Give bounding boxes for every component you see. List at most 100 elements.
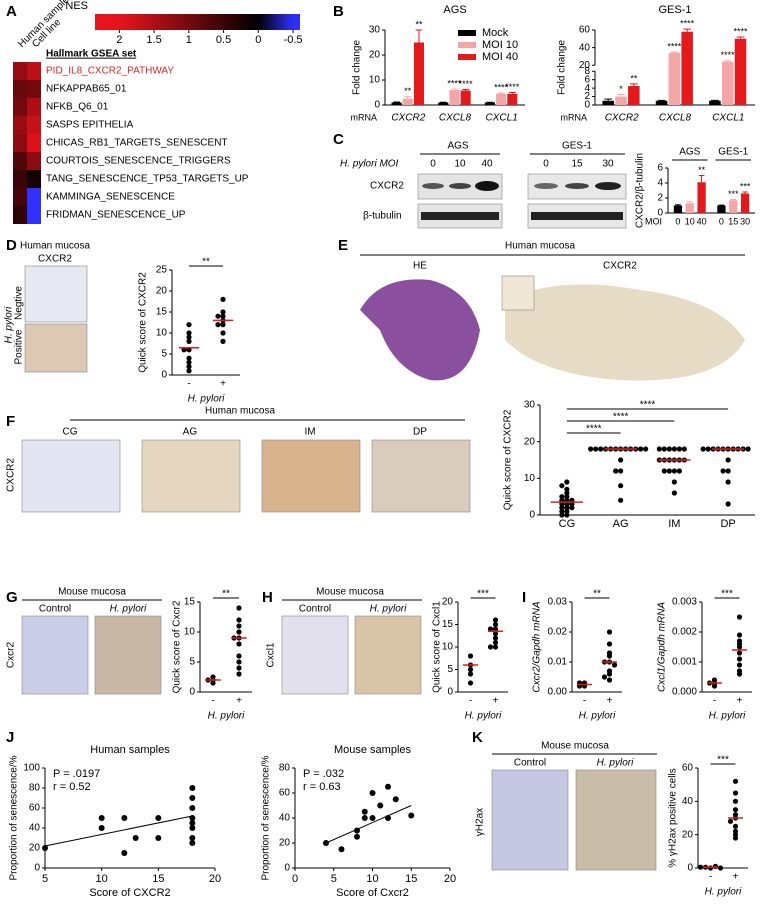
data-point	[593, 446, 599, 452]
data-point	[354, 833, 360, 840]
data-point	[606, 653, 613, 659]
row-label: TANG_SENESCENCE_TP53_TARGETS_UP	[46, 174, 249, 185]
heatmap-cell	[27, 80, 41, 98]
x-tick-label: CXCL1	[712, 113, 744, 124]
fit-line	[325, 805, 412, 844]
data-point	[564, 494, 570, 500]
data-point	[155, 815, 162, 821]
chart-title: AGS	[443, 4, 466, 16]
y-tick-label: 0.00	[548, 687, 568, 698]
data-point	[220, 330, 226, 336]
x-axis-label: H. pylori	[208, 711, 245, 722]
y-tick-label: 20	[29, 843, 41, 854]
data-point	[656, 446, 662, 452]
x-tick-label: CXCL1	[486, 113, 518, 124]
x-tick-label: 20	[444, 873, 456, 885]
ihc-image	[371, 439, 471, 513]
data-point	[559, 508, 565, 514]
row-label: NFKAPPAB65_01	[46, 84, 127, 95]
stain: CXCR2	[603, 261, 637, 272]
chart-title: GES-1	[658, 4, 691, 16]
data-point	[745, 446, 751, 452]
data-point	[186, 338, 192, 344]
y-axis-label: Cxcl1/Gapdh mRNA	[657, 602, 668, 692]
data-point	[189, 820, 196, 826]
data-point	[720, 468, 726, 474]
ihc-image	[94, 615, 162, 695]
bar	[729, 200, 738, 213]
data-point	[564, 508, 570, 514]
stain: CXCR2	[38, 254, 72, 265]
group: DP	[413, 427, 427, 438]
x-tick-label: DP	[720, 518, 735, 530]
row-label: KAMMINGA_SENESCENCE	[46, 192, 175, 203]
panel-letter: K	[472, 729, 483, 746]
band	[534, 183, 558, 189]
group-label: AGS	[679, 147, 700, 158]
lane: 30	[602, 159, 614, 170]
data-point	[186, 330, 192, 336]
y-tick-label: 0.002	[672, 627, 697, 638]
data-point	[588, 446, 594, 452]
x-axis-label: mRNA	[351, 112, 378, 122]
band	[595, 182, 621, 190]
bar	[438, 102, 449, 105]
x-tick-label: CXCR2	[605, 113, 639, 124]
y-tick-label: 0	[189, 687, 195, 698]
data-point	[705, 446, 711, 452]
y-axis-label: Cxcr2/Gapdh mRNA	[532, 601, 543, 692]
data-point	[215, 313, 221, 319]
data-point	[467, 653, 474, 659]
bar	[496, 93, 507, 105]
x-tick-label: +	[607, 696, 613, 707]
data-point	[215, 322, 221, 328]
ihc-image	[24, 265, 88, 323]
ihc-image	[354, 615, 422, 695]
significance: ****	[586, 424, 602, 435]
x-tick-label: -	[211, 696, 214, 707]
heatmap-cell	[13, 62, 27, 80]
data-point	[220, 309, 226, 315]
data-point	[220, 322, 226, 328]
column-label: Human samples	[16, 0, 75, 50]
data-point	[236, 653, 242, 659]
data-point	[467, 680, 474, 686]
colorbar-tick-label: 1	[186, 34, 192, 46]
significance: ***	[477, 589, 489, 600]
heatmap-cell	[13, 80, 27, 98]
panel-f-images: Human mucosa CXCR2 CG AG IM DP	[6, 406, 471, 513]
legend-title: NES	[65, 0, 88, 12]
bar	[697, 182, 706, 213]
x-tick-label: 10	[366, 873, 378, 885]
bar	[507, 93, 518, 105]
lane: 40	[481, 159, 493, 170]
infection: H. pylori	[4, 306, 15, 343]
data-point	[210, 674, 216, 680]
data-point	[236, 665, 242, 671]
x-tick-label: 40	[697, 216, 707, 226]
bar	[460, 90, 471, 105]
row-label: CHICAS_RB1_TARGETS_SENESCENT	[46, 138, 228, 149]
data-point	[707, 865, 714, 871]
heatmap-cell	[27, 152, 41, 170]
y-tick-label: 60	[579, 25, 591, 36]
group: H. pylori	[597, 758, 634, 769]
bar	[668, 52, 681, 105]
bar	[740, 193, 750, 213]
data-point	[666, 446, 672, 452]
y-tick-label: 0	[447, 687, 453, 698]
lane: 15	[571, 159, 583, 170]
data-point	[732, 790, 739, 796]
panel-letter: D	[6, 237, 17, 254]
data-point	[671, 468, 677, 474]
y-axis-label: Quick score of CXCR2	[138, 272, 149, 373]
x-axis-label: H. pylori	[465, 711, 502, 722]
x-tick-label: CXCR2	[391, 113, 425, 124]
group: Control	[299, 604, 331, 615]
panel-letter: H	[262, 589, 273, 606]
data-point	[392, 796, 399, 803]
y-tick-label: 0.000	[672, 687, 697, 698]
data-point	[736, 662, 743, 668]
bar	[681, 31, 693, 106]
significance: *	[619, 84, 623, 94]
